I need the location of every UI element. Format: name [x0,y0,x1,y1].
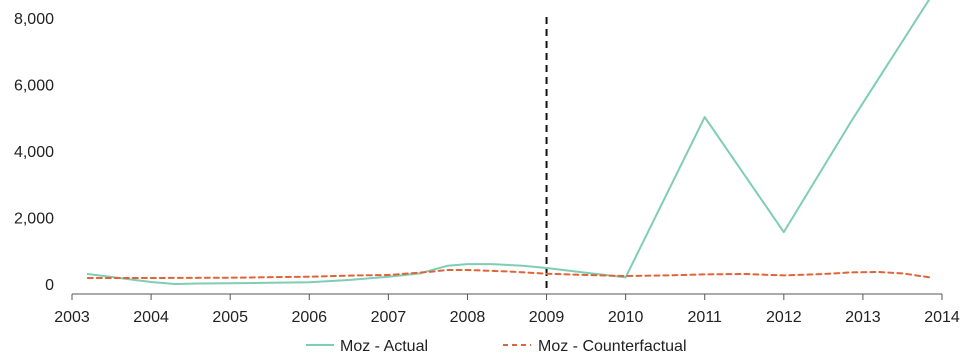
x-tick-label: 2014 [924,309,960,326]
series-line-moz-counterfactual [86,269,932,279]
x-tick-label: 2012 [766,309,802,326]
legend-label: Moz - Counterfactual [538,338,687,355]
x-tick-label: 2010 [608,309,644,326]
x-axis: 2003 2004 2005 2006 2007 2008 2009 2010 2011 2012… [54,293,960,326]
series-line-moz-actual [86,0,931,285]
legend-label: Moz - Actual [340,338,428,355]
y-tick-label: 6,000 [14,78,54,95]
x-tick-label: 2013 [845,309,881,326]
y-tick-label: 4,000 [14,144,54,161]
legend: Moz - Actual Moz - Counterfactual [306,338,687,355]
y-tick-label: 2,000 [14,211,54,228]
x-tick-label: 2011 [688,309,723,326]
x-tick-label: 2007 [371,309,407,326]
y-tick-label: 8,000 [14,11,54,28]
y-tick-label: 0 [45,277,54,294]
x-tick-label: 2004 [133,309,169,326]
x-tick-label: 2008 [450,309,486,326]
x-tick-label: 2009 [529,309,565,326]
y-axis: 0 2,000 4,000 6,000 8,000 [14,11,54,294]
x-tick-label: 2005 [212,309,248,326]
x-tick-label: 2003 [54,309,90,326]
x-tick-label: 2006 [291,309,327,326]
plot-area [86,0,932,292]
